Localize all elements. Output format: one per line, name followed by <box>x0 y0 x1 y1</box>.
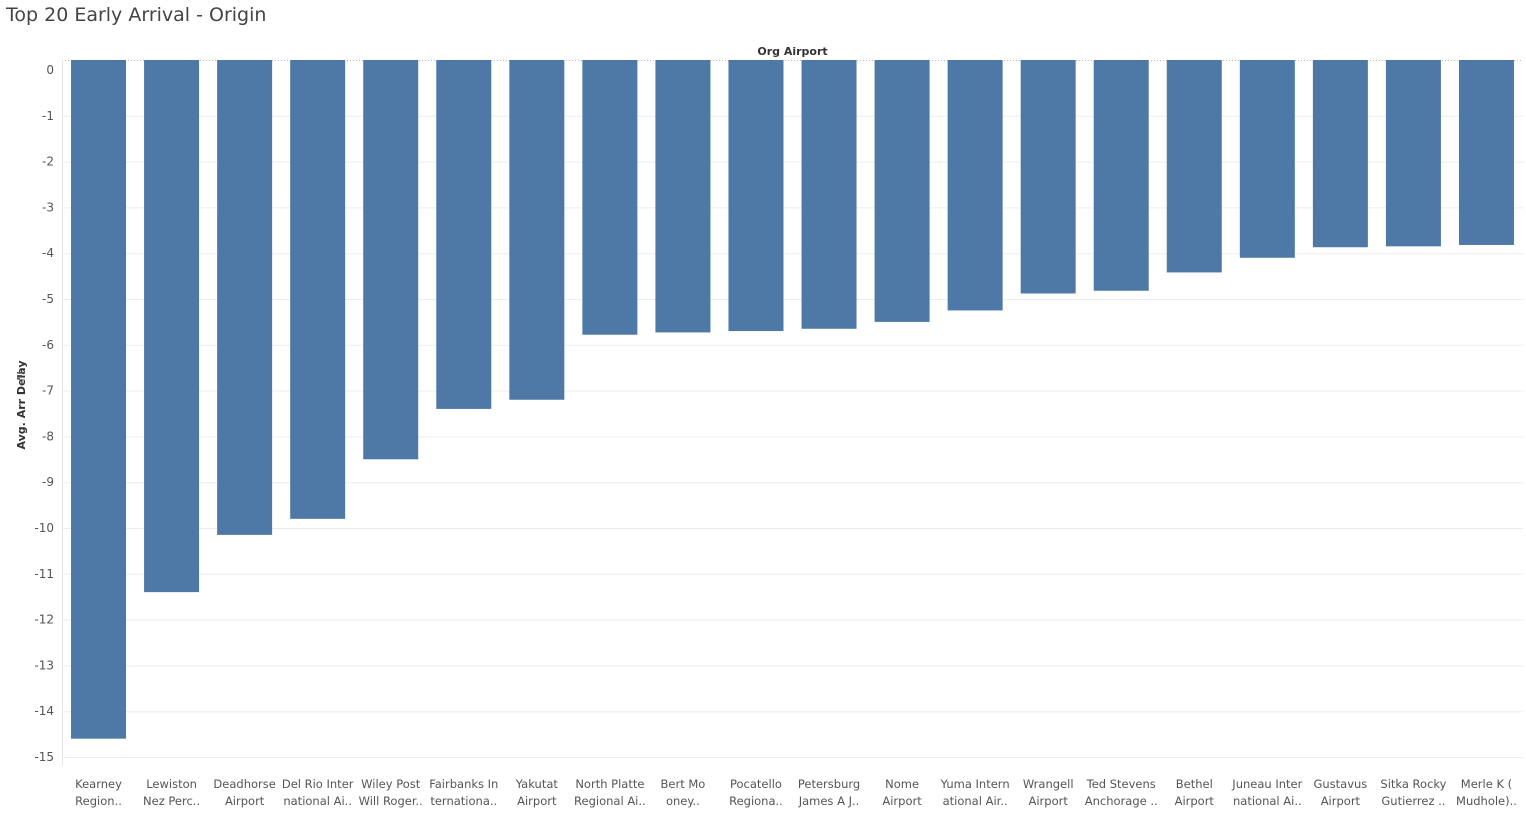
x-category-label: Airport <box>1175 794 1215 808</box>
x-category-label: Gutierrez .. <box>1381 794 1445 808</box>
x-category-label: Will Roger.. <box>359 794 423 808</box>
y-tick-label: -9 <box>42 475 54 489</box>
y-tick-label: -3 <box>42 200 54 214</box>
y-tick-label: -8 <box>42 429 54 443</box>
sort-icon-bar <box>17 375 22 377</box>
x-category-label: Yuma Intern <box>940 777 1010 791</box>
bar[interactable] <box>363 60 419 460</box>
y-tick-label: -6 <box>42 338 54 352</box>
chart-title: Top 20 Early Arrival - Origin <box>6 4 267 26</box>
x-category-label: Kearney <box>75 777 122 791</box>
x-category-label: Nez Perc.. <box>143 794 200 808</box>
sort-icon[interactable] <box>17 372 25 380</box>
y-tick-label: -4 <box>42 246 54 260</box>
bar[interactable] <box>217 60 273 535</box>
x-category-label: Bert Mo <box>661 777 706 791</box>
x-category-label: Sitka Rocky <box>1380 777 1446 791</box>
x-category-label: national Ai.. <box>1233 794 1302 808</box>
bar[interactable] <box>1093 60 1149 291</box>
y-tick-label: -11 <box>34 567 54 581</box>
x-axis-labels: Kearney Region.. Lewiston Nez Perc.. Deadhor… <box>75 777 1517 808</box>
bar[interactable] <box>1385 60 1441 247</box>
x-category-label: North Platte <box>575 777 644 791</box>
bar[interactable] <box>1239 60 1295 258</box>
y-tick-label: -15 <box>34 750 54 764</box>
sort-icon-bar <box>17 372 25 374</box>
bar[interactable] <box>874 60 930 322</box>
y-tick-label: -12 <box>34 613 54 627</box>
x-category-label: Nome <box>885 777 919 791</box>
bar[interactable] <box>1312 60 1368 248</box>
x-category-label: Regional Ai.. <box>574 794 646 808</box>
x-category-label: Merle K ( <box>1461 777 1512 791</box>
column-header: Org Airport <box>757 45 827 58</box>
bar[interactable] <box>947 60 1003 311</box>
x-category-label: Fairbanks In <box>429 777 498 791</box>
y-axis-ticks: 0 -1 -2 -3 -4 -5 -6 -7 -8 -9 -10 -11 -12 -13 -14 -15 <box>34 63 54 764</box>
x-category-label: Yakutat <box>515 777 559 791</box>
x-category-label: Petersburg <box>798 777 860 791</box>
bar[interactable] <box>509 60 565 400</box>
gridlines <box>62 60 1523 766</box>
bar[interactable] <box>144 60 200 593</box>
x-category-label: Airport <box>517 794 557 808</box>
y-tick-label: -2 <box>42 155 54 169</box>
x-category-label: Wiley Post <box>361 777 421 791</box>
x-category-label: Region.. <box>75 794 122 808</box>
bar[interactable] <box>801 60 857 329</box>
y-tick-label: -13 <box>34 658 54 672</box>
bar[interactable] <box>1166 60 1222 273</box>
sort-icon-bar <box>17 378 20 380</box>
x-category-label: Mudhole).. <box>1456 794 1517 808</box>
y-tick-label: -7 <box>42 384 54 398</box>
y-tick-label: -10 <box>34 521 54 535</box>
x-category-label: Airport <box>1321 794 1361 808</box>
bar[interactable] <box>655 60 711 333</box>
bar[interactable] <box>728 60 784 332</box>
bar[interactable] <box>582 60 638 335</box>
x-category-label: James A J.. <box>798 794 860 808</box>
bar[interactable] <box>290 60 346 519</box>
x-category-label: Deadhorse <box>213 777 275 791</box>
bar[interactable] <box>436 60 492 409</box>
bars <box>71 60 1514 739</box>
x-category-label: Airport <box>1028 794 1068 808</box>
y-tick-label: -14 <box>34 704 54 718</box>
y-axis-title: Avg. Arr Delay <box>15 361 28 450</box>
bar[interactable] <box>71 60 127 739</box>
y-tick-label: 0 <box>46 63 54 77</box>
x-category-label: ternationa.. <box>430 794 497 808</box>
x-category-label: Airport <box>882 794 922 808</box>
bar[interactable] <box>1020 60 1076 294</box>
y-axis-title-group: Avg. Arr Delay <box>15 361 28 450</box>
x-category-label: Pocatello <box>730 777 782 791</box>
x-category-label: Airport <box>225 794 265 808</box>
x-category-label: national Ai.. <box>283 794 352 808</box>
x-category-label: Regiona.. <box>729 794 783 808</box>
y-tick-label: -5 <box>42 292 54 306</box>
x-category-label: Wrangell <box>1023 777 1074 791</box>
x-category-label: Anchorage .. <box>1085 794 1158 808</box>
bar[interactable] <box>1458 60 1514 245</box>
x-category-label: ational Air.. <box>943 794 1008 808</box>
x-category-label: Bethel <box>1176 777 1213 791</box>
x-category-label: Del Rio Inter <box>282 777 354 791</box>
y-tick-label: -1 <box>42 109 54 123</box>
x-category-label: oney.. <box>666 794 700 808</box>
x-category-label: Gustavus <box>1313 777 1367 791</box>
x-category-label: Lewiston <box>146 777 197 791</box>
x-category-label: Juneau Inter <box>1231 777 1302 791</box>
x-category-label: Ted Stevens <box>1086 777 1156 791</box>
